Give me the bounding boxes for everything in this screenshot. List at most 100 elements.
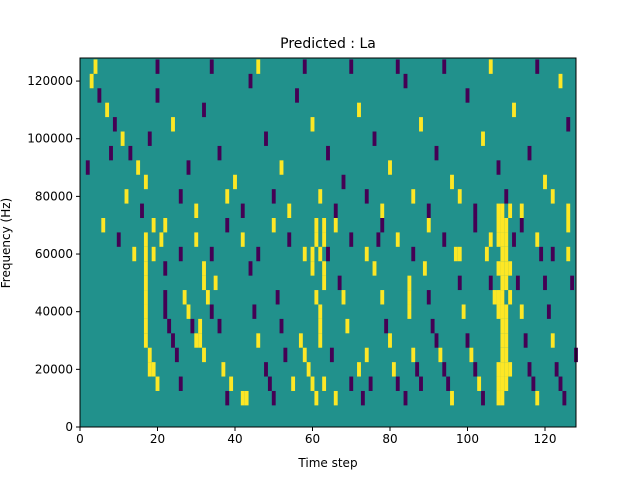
heatmap-cell: [298, 333, 303, 348]
heatmap-cell: [163, 261, 168, 276]
heatmap-cell: [329, 347, 334, 363]
heatmap-cell: [194, 333, 199, 348]
heatmap-cell: [202, 261, 206, 276]
heatmap-cell: [171, 117, 175, 132]
heatmap-cell: [322, 261, 327, 276]
heatmap-cell: [318, 333, 323, 348]
heatmap-cell: [364, 189, 369, 204]
heatmap-cell: [225, 390, 230, 406]
x-tick-label: 100: [456, 432, 479, 446]
heatmap-cell: [271, 189, 276, 204]
heatmap-cell: [535, 232, 540, 247]
y-tick-label: 120000: [27, 74, 73, 88]
heatmap-cell: [151, 246, 156, 262]
heatmap-cell: [446, 376, 451, 391]
heatmap-cell: [558, 376, 563, 391]
heatmap-cell: [240, 390, 245, 406]
heatmap-cell: [543, 275, 547, 291]
heatmap-cell: [337, 275, 342, 291]
heatmap-cell: [500, 232, 505, 247]
plot-area: [79, 57, 578, 428]
heatmap-cell: [120, 131, 125, 146]
heatmap-cell: [535, 390, 540, 406]
heatmap-cell: [163, 304, 168, 319]
heatmap-cell: [89, 73, 94, 89]
heatmap-cell: [225, 189, 230, 204]
heatmap-cell: [481, 131, 485, 146]
heatmap-cell: [492, 290, 497, 305]
heatmap-cell: [430, 318, 435, 334]
heatmap-cell: [143, 304, 148, 319]
heatmap-cell: [395, 59, 400, 74]
heatmap-cell: [287, 232, 292, 247]
heatmap-cell: [531, 376, 536, 391]
heatmap-cell: [155, 376, 160, 391]
heatmap-cell: [372, 131, 377, 146]
heatmap-cell: [314, 390, 319, 406]
heatmap-cell: [140, 203, 144, 218]
heatmap-cell: [244, 390, 249, 406]
heatmap-cell: [380, 203, 385, 218]
heatmap-cell: [411, 246, 416, 262]
heatmap-cell: [388, 333, 392, 348]
heatmap-cell: [515, 275, 520, 291]
heatmap-cell: [314, 290, 319, 305]
heatmap-cell: [500, 318, 505, 334]
heatmap-cell: [558, 73, 563, 89]
heatmap-cell: [109, 145, 113, 161]
heatmap-cell: [202, 347, 206, 363]
heatmap-cell: [442, 59, 447, 74]
heatmap-cell: [368, 376, 373, 391]
heatmap-cell: [341, 174, 346, 190]
heatmap-cell: [194, 232, 199, 247]
heatmap-cell: [357, 102, 361, 118]
heatmap-cell: [457, 246, 462, 262]
heatmap-cell: [271, 217, 276, 233]
heatmap-cell: [178, 376, 183, 391]
heatmap-cell: [550, 189, 555, 204]
heatmap-cell: [477, 376, 482, 391]
heatmap-cell: [147, 362, 152, 377]
heatmap-cell: [500, 261, 505, 276]
heatmap-cell: [504, 362, 509, 377]
heatmap-cell: [419, 376, 423, 391]
heatmap-cell: [287, 203, 292, 218]
heatmap-cell: [508, 203, 513, 218]
heatmap-cell: [322, 232, 327, 247]
heatmap-cell: [190, 318, 195, 334]
heatmap-cell: [217, 145, 222, 161]
heatmap-cell: [155, 59, 160, 74]
heatmap-cell: [163, 290, 168, 305]
y-tick-label: 20000: [35, 362, 73, 376]
heatmap-cell: [302, 347, 307, 363]
heatmap-cell: [349, 376, 354, 391]
heatmap-cell: [539, 246, 544, 262]
heatmap-cell: [500, 203, 505, 218]
heatmap-cell: [248, 73, 253, 89]
heatmap-cell: [504, 347, 509, 363]
x-tick-label: 120: [534, 432, 557, 446]
heatmap-cell: [372, 261, 377, 276]
heatmap-cell: [349, 232, 354, 247]
heatmap-cell: [248, 261, 253, 276]
heatmap-cell: [535, 59, 540, 74]
heatmap-cell: [333, 203, 338, 218]
heatmap-cell: [512, 232, 516, 247]
heatmap-cell: [302, 246, 307, 262]
heatmap-cell: [500, 347, 505, 363]
heatmap-cell: [380, 290, 385, 305]
heatmap-cell: [411, 347, 416, 363]
y-tick-label: 0: [65, 420, 73, 434]
heatmap-cell: [143, 275, 148, 291]
heatmap-cell: [155, 88, 160, 103]
x-tick-label: 0: [76, 432, 84, 446]
heatmap-cell: [310, 376, 315, 391]
heatmap-cell: [318, 189, 323, 204]
y-tick-label: 80000: [35, 189, 73, 203]
heatmap-cell: [376, 232, 381, 247]
heatmap-cell: [496, 362, 501, 377]
heatmap-cell: [267, 376, 272, 391]
y-tick-label: 100000: [27, 132, 73, 146]
heatmap-cell: [554, 362, 559, 377]
plot-frame: [79, 57, 577, 428]
